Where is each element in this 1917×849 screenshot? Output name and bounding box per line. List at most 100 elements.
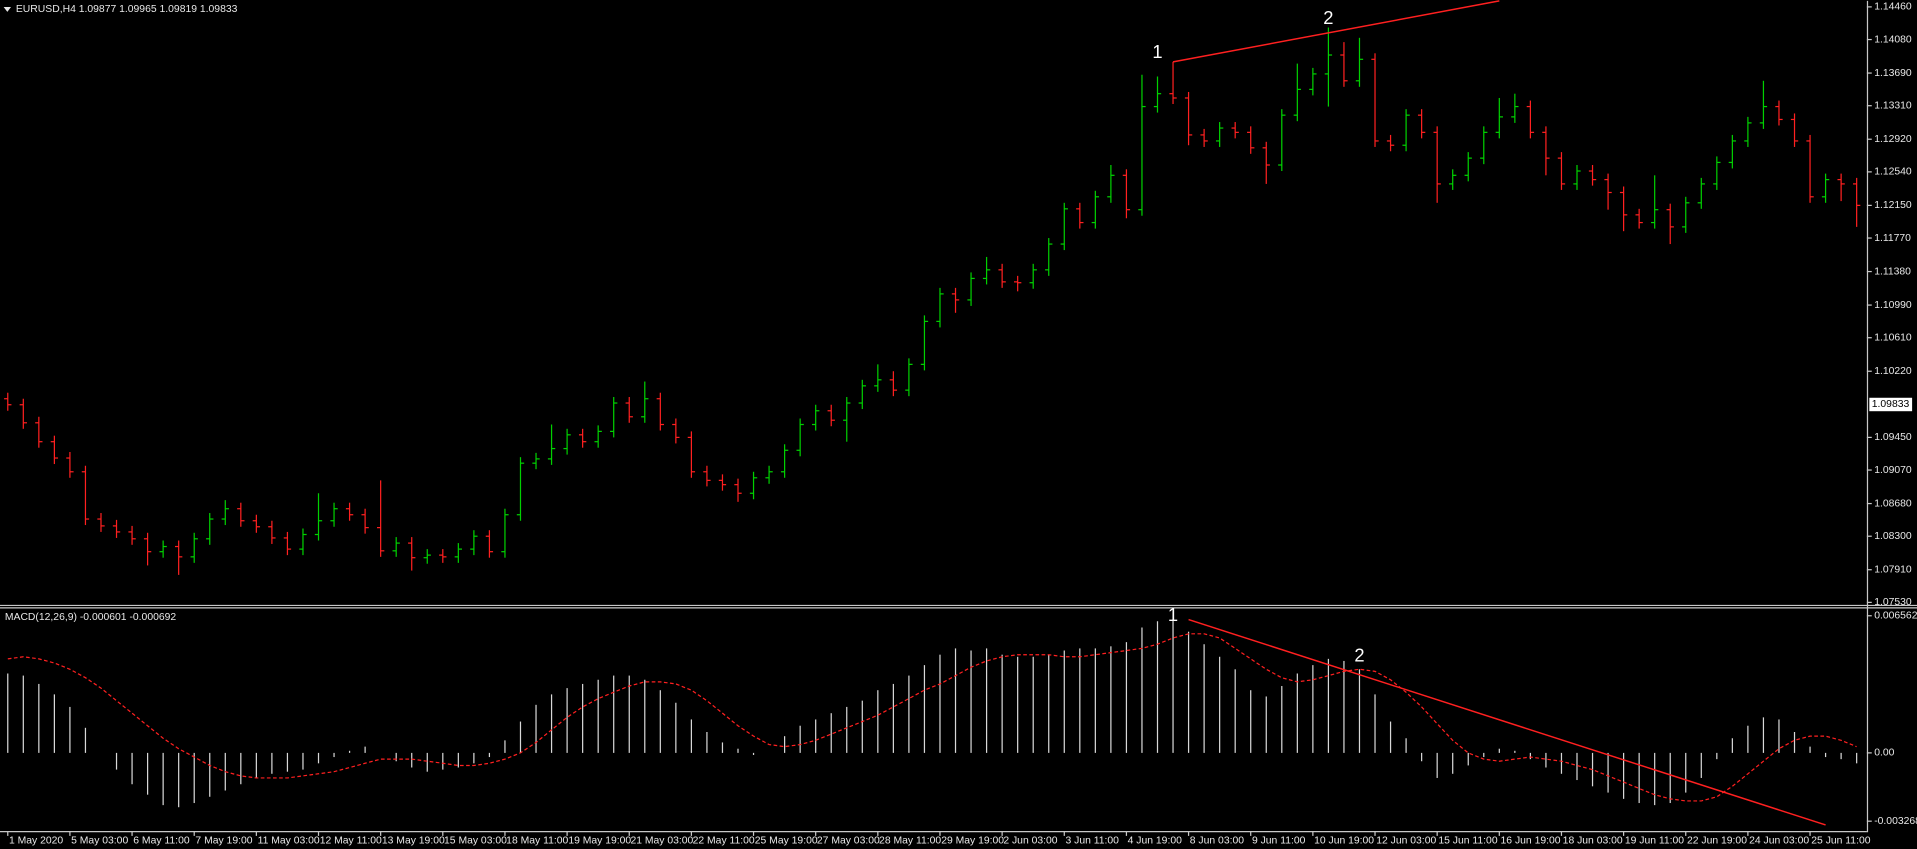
symbol-menu-arrow[interactable] (3, 6, 12, 12)
ohlc-bar (1635, 208, 1643, 229)
ohlc-bar (1666, 203, 1674, 245)
ohlc-bar (563, 428, 571, 455)
y-tick-label: 1.09070 (1874, 465, 1912, 476)
x-tick-label: 22 May 11:00 (693, 836, 755, 847)
ohlc-bar (610, 397, 618, 438)
ohlc-bar (1417, 109, 1426, 139)
ohlc-bar (314, 493, 323, 541)
indicator-title: MACD(12,26,9) -0.000601 -0.000692 (5, 612, 177, 623)
ohlc-bar (1247, 126, 1255, 154)
ohlc-bar (1511, 93, 1519, 123)
ohlc-bar (843, 397, 851, 442)
ohlc-bar (920, 315, 929, 371)
ohlc-bar (516, 457, 525, 521)
ohlc-bar (1200, 128, 1208, 147)
ohlc-bar (1759, 80, 1768, 129)
ohlc-bar (672, 418, 680, 444)
ohlc-bar (1651, 175, 1659, 229)
y-tick-label: 0.006562 (1874, 611, 1917, 622)
ohlc-bar (874, 364, 882, 392)
x-tick-label: 11 May 03:00 (258, 836, 320, 847)
ohlc-bar (951, 287, 960, 313)
ohlc-bar (1557, 152, 1566, 190)
ohlc-bar (936, 287, 944, 328)
ohlc-bar (252, 514, 261, 533)
ohlc-bar (1045, 238, 1053, 276)
ohlc-bar (128, 525, 136, 545)
x-tick-label: 18 May 11:00 (506, 836, 568, 847)
ohlc-bar (1091, 190, 1100, 229)
x-tick-label: 2 Jun 03:00 (1003, 836, 1057, 847)
ohlc-bar (1464, 152, 1472, 182)
y-tick-label: 1.12920 (1874, 134, 1912, 145)
ohlc-bar (1713, 156, 1721, 190)
ohlc-bar (734, 478, 742, 502)
ohlc-bar (1433, 126, 1441, 203)
ohlc-bar (376, 480, 385, 557)
ohlc-bar (796, 418, 804, 457)
ohlc-bar (112, 519, 121, 538)
ohlc-bar (19, 398, 27, 429)
ohlc-bar (1386, 134, 1395, 152)
x-tick-label: 19 Jun 11:00 (1625, 836, 1684, 847)
ohlc-bar (1215, 122, 1224, 147)
ohlc-bar (858, 379, 866, 410)
ohlc-bar (50, 435, 59, 465)
x-tick-label: 25 May 19:00 (755, 836, 818, 847)
ohlc-bar (1449, 169, 1457, 190)
ohlc-bar (1588, 165, 1597, 186)
y-tick-label: 1.07910 (1874, 564, 1912, 575)
ohlc-bar (1340, 42, 1348, 87)
ohlc-bar (1542, 126, 1550, 176)
ohlc-bar (392, 537, 400, 557)
x-tick-label: 27 May 03:00 (817, 836, 880, 847)
ohlc-bar (765, 465, 773, 484)
ohlc-bar (501, 508, 509, 558)
ohlc-bar (268, 520, 276, 544)
ohlc-bar (345, 502, 354, 521)
x-tick-label: 5 May 03:00 (71, 836, 128, 847)
ohlc-bar (594, 425, 602, 448)
ohlc-bar (237, 502, 245, 527)
y-tick-label: 1.10990 (1874, 300, 1912, 311)
ohlc-bar (1324, 27, 1333, 107)
annotation: 2 (1323, 7, 1333, 28)
ohlc-bar (1619, 186, 1628, 232)
ohlc-bar (1013, 275, 1022, 292)
current-price-box (1869, 397, 1913, 412)
y-tick-label: -0.003268 (1874, 816, 1917, 827)
annotation: 1 (1152, 41, 1162, 62)
ohlc-bar (1060, 202, 1068, 251)
ohlc-bar (998, 263, 1006, 288)
y-tick-label: 0.00 (1874, 748, 1894, 759)
ohlc-bar (1790, 113, 1799, 147)
x-tick-label: 28 May 11:00 (879, 836, 941, 847)
ohlc-bar (1604, 173, 1612, 210)
ohlc-bar (625, 397, 633, 423)
ohlc-bar (1122, 169, 1131, 219)
ohlc-bar (578, 428, 587, 448)
x-tick-label: 1 May 2020 (9, 836, 63, 847)
x-tick-label: 10 Jun 19:00 (1314, 836, 1374, 847)
x-tick-label: 24 Jun 03:00 (1749, 836, 1809, 847)
y-tick-label: 1.12540 (1874, 167, 1912, 178)
x-tick-label: 9 Jun 11:00 (1252, 836, 1306, 847)
ohlc-bar (1573, 165, 1581, 190)
ohlc-bar (1231, 122, 1239, 139)
y-tick-label: 1.14080 (1874, 34, 1912, 45)
y-tick-label: 1.07530 (1874, 597, 1912, 608)
ohlc-bar (221, 500, 229, 526)
ohlc-bar (408, 537, 416, 571)
signal-line (7, 633, 1857, 802)
ohlc-bar (1697, 177, 1705, 209)
chart-title: EURUSD,H4 1.09877 1.09965 1.09819 1.0983… (16, 4, 238, 15)
ohlc-bar (81, 465, 90, 526)
x-tick-label: 4 Jun 19:00 (1128, 836, 1182, 847)
ohlc-bar (827, 404, 835, 427)
y-tick-label: 1.14460 (1874, 2, 1912, 13)
x-tick-label: 21 May 03:00 (630, 836, 693, 847)
ohlc-bar (361, 508, 369, 534)
ohlc-bar (1262, 141, 1270, 184)
ohlc-bar (1309, 67, 1317, 96)
